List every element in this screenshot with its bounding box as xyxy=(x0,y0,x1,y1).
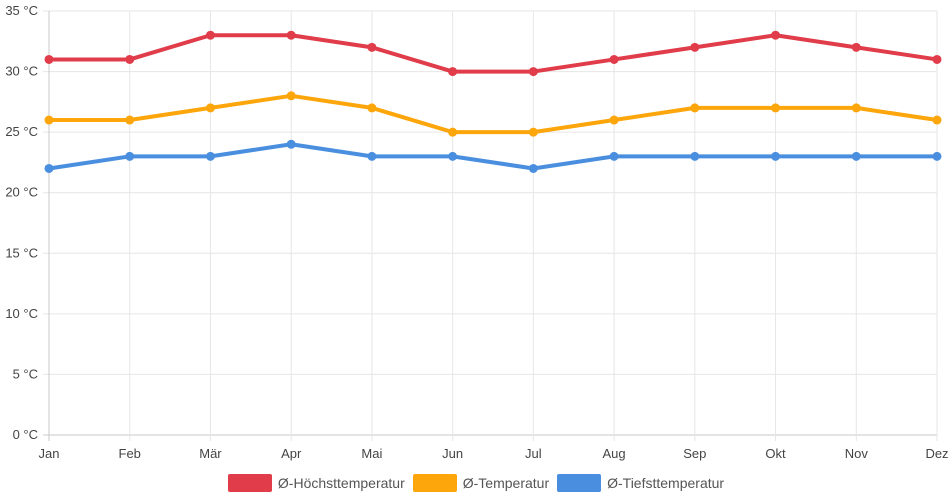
series-line-2 xyxy=(47,142,939,171)
data-point[interactable] xyxy=(367,103,377,113)
data-point[interactable] xyxy=(205,103,215,113)
data-point[interactable] xyxy=(367,42,377,52)
data-point[interactable] xyxy=(690,103,700,113)
chart-legend: Ø-Höchsttemperatur Ø-Temperatur Ø-Tiefst… xyxy=(0,472,952,494)
x-tick-label: Jun xyxy=(442,446,463,461)
data-point[interactable] xyxy=(609,115,619,125)
data-point[interactable] xyxy=(448,67,458,77)
y-tick-label: 30 °C xyxy=(5,64,38,79)
series-line-0 xyxy=(47,33,939,74)
x-tick-label: Aug xyxy=(603,446,626,461)
data-point[interactable] xyxy=(286,91,296,101)
y-tick-label: 15 °C xyxy=(5,245,38,260)
x-tick-label: Jan xyxy=(39,446,60,461)
data-point[interactable] xyxy=(609,54,619,64)
data-point[interactable] xyxy=(690,151,700,161)
legend-swatch-min-temp xyxy=(557,474,602,492)
legend-item-avg-temp[interactable]: Ø-Temperatur xyxy=(412,474,550,492)
data-point[interactable] xyxy=(44,115,54,125)
data-point[interactable] xyxy=(448,127,458,137)
data-point[interactable] xyxy=(528,163,538,173)
series-layer xyxy=(44,30,942,173)
y-tick-label: 5 °C xyxy=(13,366,38,381)
grid-layer xyxy=(43,10,938,441)
series-line-1 xyxy=(47,93,939,135)
data-point[interactable] xyxy=(125,115,135,125)
data-point[interactable] xyxy=(367,151,377,161)
data-point[interactable] xyxy=(609,151,619,161)
data-point[interactable] xyxy=(932,151,942,161)
y-tick-label: 25 °C xyxy=(5,124,38,139)
chart-canvas: 0 °C 5 °C 10 °C 15 °C 20 °C 25 °C 30 °C 35 °C Ja… xyxy=(5,3,948,461)
legend-label-min-temp: Ø-Tiefsttemperatur xyxy=(607,475,725,491)
data-point[interactable] xyxy=(932,115,942,125)
x-tick-label: Apr xyxy=(281,446,302,461)
data-point[interactable] xyxy=(286,30,296,40)
data-point[interactable] xyxy=(448,151,458,161)
data-point[interactable] xyxy=(205,30,215,40)
data-point[interactable] xyxy=(44,54,54,64)
legend-item-min-temp[interactable]: Ø-Tiefsttemperatur xyxy=(557,474,724,492)
y-tick-label: 20 °C xyxy=(5,185,38,200)
x-tick-label: Nov xyxy=(845,446,869,461)
y-tick-label: 10 °C xyxy=(5,306,38,321)
data-point[interactable] xyxy=(286,139,296,149)
x-tick-label: Feb xyxy=(119,446,141,461)
data-point[interactable] xyxy=(851,42,861,52)
x-tick-label: Sep xyxy=(683,446,706,461)
legend-label-max-temp: Ø-Höchsttemperatur xyxy=(277,475,405,491)
y-tick-label: 35 °C xyxy=(5,3,38,18)
data-point[interactable] xyxy=(125,151,135,161)
x-tick-label: Mai xyxy=(361,446,382,461)
data-point[interactable] xyxy=(771,30,781,40)
legend-swatch-max-temp xyxy=(227,474,272,492)
data-point[interactable] xyxy=(851,103,861,113)
legend-label-avg-temp: Ø-Temperatur xyxy=(462,475,550,491)
data-point[interactable] xyxy=(125,54,135,64)
data-point[interactable] xyxy=(771,151,781,161)
data-point[interactable] xyxy=(690,42,700,52)
y-tick-label: 0 °C xyxy=(13,427,38,442)
data-point[interactable] xyxy=(528,67,538,77)
data-point[interactable] xyxy=(932,54,942,64)
data-point[interactable] xyxy=(205,151,215,161)
legend-swatch-avg-temp xyxy=(412,474,457,492)
x-tick-label: Okt xyxy=(765,446,786,461)
data-point[interactable] xyxy=(44,163,54,173)
data-point[interactable] xyxy=(528,127,538,137)
data-point[interactable] xyxy=(851,151,861,161)
x-tick-label: Dez xyxy=(925,446,948,461)
x-tick-label: Mär xyxy=(199,446,222,461)
legend-item-max-temp[interactable]: Ø-Höchsttemperatur xyxy=(227,474,405,492)
axis-layer: 0 °C 5 °C 10 °C 15 °C 20 °C 25 °C 30 °C 35 °C Ja… xyxy=(5,3,948,461)
x-tick-label: Jul xyxy=(525,446,542,461)
data-point[interactable] xyxy=(771,103,781,113)
